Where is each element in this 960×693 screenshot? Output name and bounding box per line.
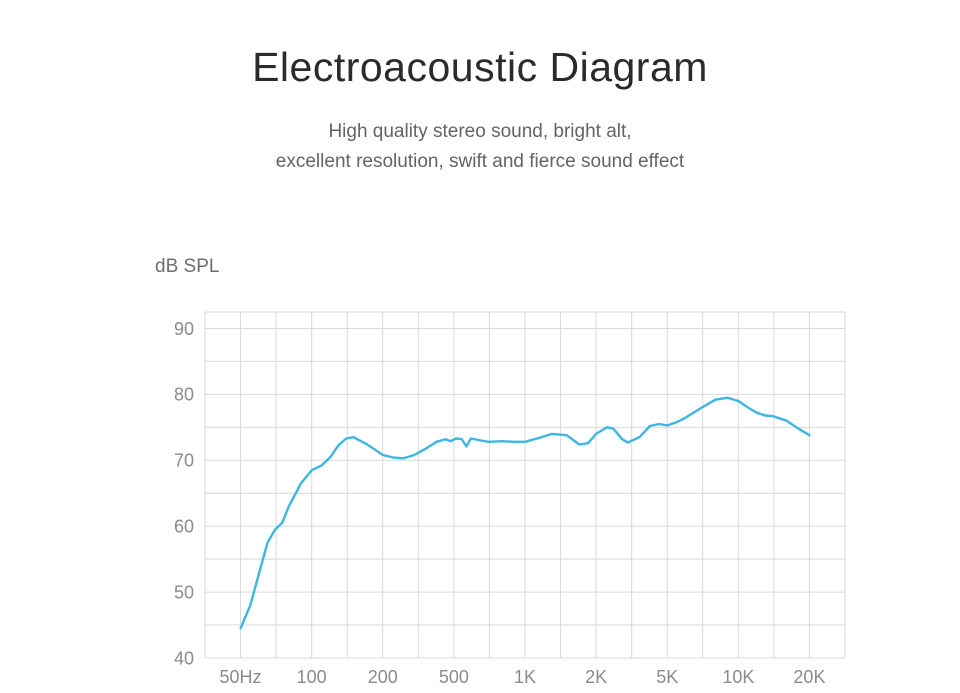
- y-tick-label: 70: [174, 451, 194, 471]
- y-tick-label: 60: [174, 516, 194, 536]
- y-tick-label: 50: [174, 582, 194, 602]
- subtitle-line-1: High quality stereo sound, bright alt,: [328, 121, 632, 142]
- subtitle-line-2: excellent resolution, swift and fierce s…: [275, 151, 685, 172]
- y-tick-label: 40: [174, 648, 194, 668]
- x-tick-label: 20K: [793, 667, 825, 687]
- x-tick-label: 1K: [514, 667, 536, 687]
- x-tick-label: 100: [297, 667, 327, 687]
- y-axis-title: dB SPL: [155, 256, 220, 277]
- y-tick-label: 80: [174, 385, 194, 405]
- y-tick-label: 90: [174, 319, 194, 339]
- x-tick-label: 500: [439, 667, 469, 687]
- x-tick-label: 50Hz: [220, 667, 262, 687]
- page-title: Electroacoustic Diagram: [252, 44, 708, 90]
- frequency-response-chart: 40 50 60 70 80 90 50Hz 100 200 500 1K 2K 5K 10K 20K: [160, 300, 880, 692]
- x-tick-label: 200: [368, 667, 398, 687]
- x-tick-label: 5K: [656, 667, 678, 687]
- x-tick-label: 10K: [722, 667, 754, 687]
- x-tick-label: 2K: [585, 667, 607, 687]
- frequency-response-svg: 40 50 60 70 80 90 50Hz 100 200 500 1K 2K 5K 10K 20K: [174, 311, 846, 687]
- page-subtitle: High quality stereo sound, bright alt, ex…: [0, 117, 960, 177]
- response-curve: [239, 396, 811, 630]
